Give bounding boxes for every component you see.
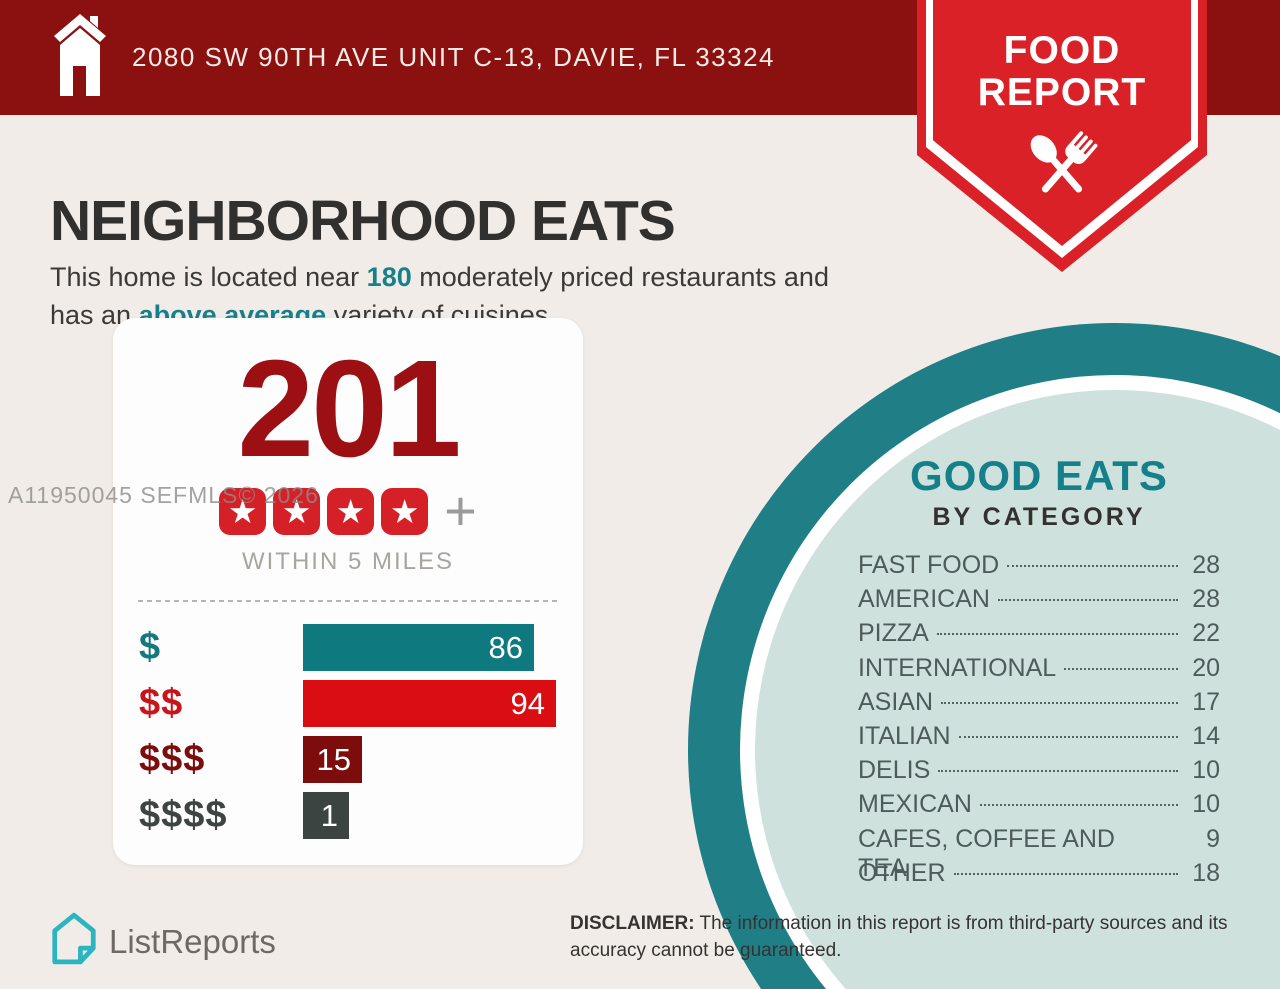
category-label: AMERICAN (858, 585, 990, 614)
disclaimer-text: DISCLAIMER: The information in this repo… (570, 911, 1227, 964)
category-value: 10 (1192, 790, 1220, 819)
price-tier-label: $$ (139, 682, 184, 724)
dot-leader (1007, 565, 1178, 567)
star-icon: ★ (273, 487, 321, 535)
star-icon: ★ (219, 487, 267, 535)
dot-leader (936, 633, 1178, 636)
category-row: ASIAN 17 (858, 688, 1220, 722)
dot-leader (938, 770, 1178, 773)
dot-leader (953, 872, 1178, 875)
ribbon-title-line1: FOOD (1003, 29, 1121, 72)
disclaimer-line2: accuracy cannot be guaranteed. (570, 939, 842, 961)
category-label: MEXICAN (858, 790, 972, 819)
dot-leader (997, 599, 1178, 602)
bar-value: 15 (316, 741, 351, 777)
listreports-logo: ListReports (52, 912, 276, 971)
brand-name: ListReports (109, 922, 276, 960)
category-label: PIZZA (858, 619, 929, 648)
star-icon: ★ (381, 487, 429, 535)
category-list: FAST FOOD 28 AMERICAN 28 PIZZA 22 INTERNATI… (858, 551, 1220, 893)
property-address: 2080 SW 90TH AVE UNIT C-13, DAVIE, FL 33… (132, 42, 776, 72)
bar-value: 94 (510, 685, 545, 721)
dot-leader (979, 804, 1178, 807)
range-label: WITHIN 5 MILES (241, 548, 455, 575)
good-eats-title: GOOD EATS (910, 452, 1168, 499)
mls-watermark: A11950045 SEFMLS© 2026 (8, 482, 319, 508)
bar: 94 (303, 680, 556, 727)
category-value: 9 (1206, 824, 1220, 853)
bar-row: $$$$ 1 (139, 792, 583, 839)
category-label: OTHER (858, 858, 946, 887)
food-report-ribbon: FOOD REPORT (917, 0, 1207, 272)
ribbon-title: FOOD REPORT (917, 29, 1207, 115)
category-value: 28 (1192, 585, 1220, 614)
bar: 15 (303, 736, 362, 783)
category-value: 17 (1192, 687, 1220, 716)
bar-row: $$$ 15 (139, 736, 583, 783)
disclaimer-line1: The information in this report is from t… (699, 913, 1228, 934)
category-label: CAFES, COFFEE AND TEA (858, 824, 1115, 882)
plus-icon: + (444, 478, 477, 542)
intro-line1-post: moderately priced restaurants and (411, 262, 829, 292)
bar-row: $ 86 (139, 624, 583, 671)
home-icon (54, 14, 106, 101)
category-value: 18 (1192, 858, 1220, 887)
category-value: 28 (1192, 551, 1220, 579)
category-value: 22 (1192, 619, 1220, 648)
category-value: 20 (1192, 653, 1220, 682)
category-value: 14 (1192, 721, 1220, 750)
dot-leader (941, 701, 1178, 704)
intro-line1-pre: This home is located near (50, 262, 367, 292)
restaurant-total-count: 201 (237, 332, 461, 486)
ribbon-title-line2: REPORT (977, 71, 1147, 115)
listreports-icon (52, 912, 96, 971)
category-row: ITALIAN 14 (858, 722, 1220, 756)
category-value: 10 (1192, 756, 1220, 785)
category-label: FAST FOOD (858, 551, 1000, 579)
restaurant-summary-card: 201 ★ ★ ★ ★ + WITHIN 5 MILES $ 86 $$ 94 … (113, 318, 583, 865)
star-rating-row: ★ ★ ★ ★ + (113, 478, 583, 542)
category-row: OTHER 18 (858, 859, 1220, 893)
bar-row: $$ 94 (139, 680, 583, 727)
category-row: DELIS 10 (858, 756, 1220, 790)
price-tier-label: $$$ (139, 738, 206, 780)
good-eats-subtitle: BY CATEGORY (932, 503, 1146, 531)
star-icon: ★ (327, 487, 375, 535)
crossed-spoon-fork-icon (1014, 120, 1110, 221)
category-row: MEXICAN 10 (858, 790, 1220, 824)
price-tier-bar-chart: $ 86 $$ 94 $$$ 15 $$$$ 1 (113, 624, 583, 839)
dot-leader (1064, 667, 1178, 670)
bar-value: 1 (320, 797, 338, 833)
bar: 86 (303, 624, 534, 671)
dot-leader (958, 735, 1178, 738)
dashed-divider (138, 600, 558, 602)
bar: 1 (303, 792, 349, 839)
category-label: ASIAN (858, 687, 934, 716)
category-label: DELIS (858, 756, 931, 785)
category-row: CAFES, COFFEE AND TEA 9 (858, 824, 1220, 882)
category-row: AMERICAN 28 (858, 585, 1220, 619)
category-row: PIZZA 22 (858, 619, 1220, 653)
page-title: NEIGHBORHOOD EATS (50, 189, 676, 254)
restaurant-count-highlight: 180 (366, 262, 412, 292)
category-label: ITALIAN (858, 721, 951, 750)
category-row: INTERNATIONAL 20 (858, 654, 1220, 688)
price-tier-label: $$$$ (139, 794, 228, 836)
category-label: INTERNATIONAL (858, 653, 1057, 682)
disclaimer-label: DISCLAIMER: (570, 913, 695, 934)
bar-value: 86 (488, 629, 523, 665)
category-row: FAST FOOD 28 (858, 551, 1220, 585)
good-eats-section: GOOD EATS BY CATEGORY FAST FOOD 28 AMERIC… (858, 452, 1220, 893)
price-tier-label: $ (139, 626, 162, 668)
